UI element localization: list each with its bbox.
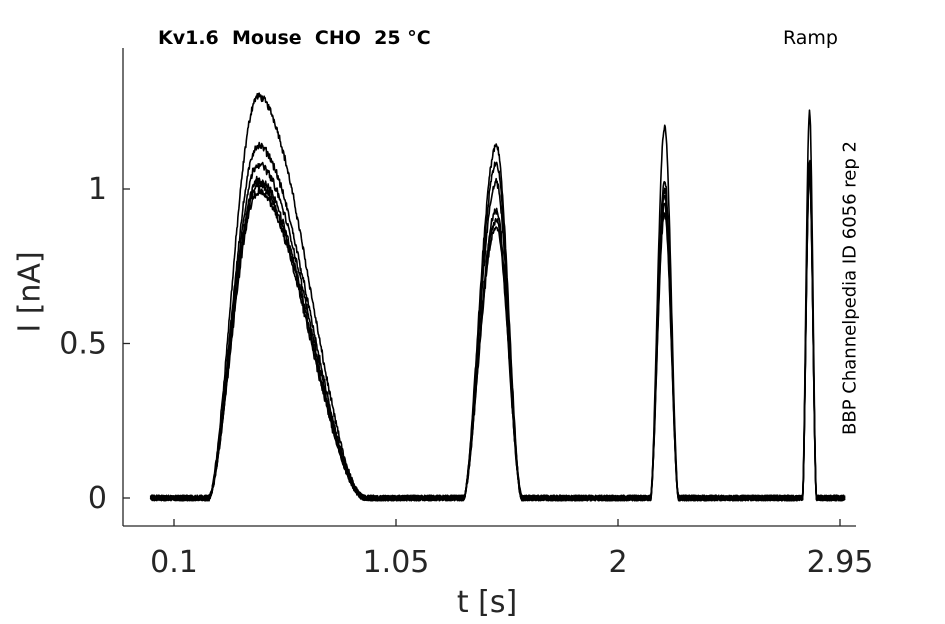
axes: 0.1 1.05 2 2.95 0 0.5 1 [59,48,873,580]
y-tick-label: 1 [88,172,107,207]
x-tick-label: 2.95 [807,545,874,580]
x-tick-label: 2 [608,545,627,580]
chart-title: Kv1.6 Mouse CHO 25 °C [158,27,431,49]
current-trace-1 [149,92,846,502]
y-tick-label: 0.5 [59,327,107,362]
y-axis-label: I [nA] [12,251,48,333]
source-note: BBP Channelpedia ID 6056 rep 2 [839,141,861,435]
traces [149,92,846,502]
y-tick-label: 0 [88,481,107,516]
current-trace-5 [149,168,846,502]
current-trace-6 [149,173,846,502]
protocol-label: Ramp [783,27,838,49]
x-tick-label: 1.05 [363,545,430,580]
current-trace-4 [149,167,846,502]
x-axis-label: t [s] [456,585,518,620]
x-tick-label: 0.1 [150,545,198,580]
